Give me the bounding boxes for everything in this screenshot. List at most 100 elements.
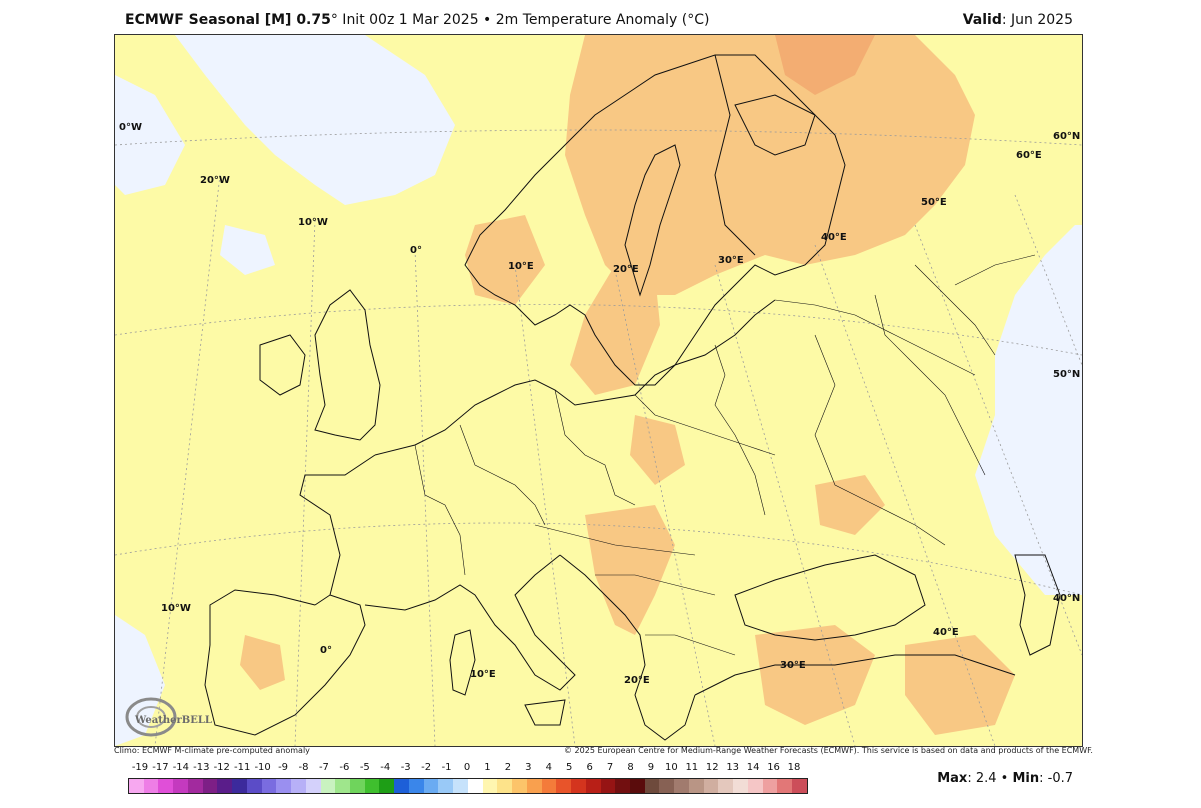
colorbar-tick-label: -8: [298, 762, 309, 773]
colorbar-labels: -19 -17 -14 -13 -12 -11 -10 -9 -8 -7 -6 -5 -4 -3 -2 -1 0…: [128, 762, 808, 776]
country-borders: [414, 254, 1036, 656]
colorbar-tick-label: 16: [767, 762, 780, 773]
colorbar-cell: [615, 779, 630, 793]
colorbar-cell: [291, 779, 306, 793]
colorbar-cell: [187, 779, 203, 793]
colorbar-tick-label: 6: [586, 762, 593, 773]
map-svg: 0°W 20°W 10°W 0° 10°E 20°E 30°E 40°E 50°…: [115, 35, 1082, 746]
colorbar-cell: [453, 779, 468, 793]
colorbar-tick-label: 7: [606, 762, 614, 773]
colorbar-cell: [571, 779, 586, 793]
colorbar-cell: [733, 779, 748, 793]
colorbar-cell: [792, 779, 807, 793]
colorbar-tick-label: 18: [787, 762, 801, 773]
colorbar-cell: [467, 779, 483, 793]
colorbar-tick-label: 11: [685, 762, 699, 773]
colorbar-tick-label: -12: [213, 762, 230, 773]
label-10e-bot: 10°E: [470, 669, 496, 680]
colorbar-cell: [556, 779, 572, 793]
colorbar-tick-label: -5: [359, 762, 370, 773]
label-10w-bot: 10°W: [161, 603, 191, 614]
colorbar-cell: [232, 779, 247, 793]
colorbar-tick-label: -2: [421, 762, 432, 773]
colorbar-cell: [747, 779, 763, 793]
label-50n: 50°N: [1053, 369, 1080, 380]
colorbar-tick-label: -9: [278, 762, 289, 773]
label-0-bot: 0°: [320, 645, 332, 656]
colorbar-cell: [659, 779, 675, 793]
max-min-readout: Max: 2.4 • Min: -0.7: [937, 771, 1073, 786]
colorbar-tick-label: 2: [504, 762, 512, 773]
colorbar-cell: [158, 779, 174, 793]
colorbar-cell: [541, 779, 557, 793]
coastlines: [204, 54, 1061, 741]
min-value: : -0.7: [1039, 771, 1073, 786]
label-40e-top: 40°E: [821, 232, 847, 243]
colorbar-tick-label: -11: [234, 762, 251, 773]
label-20w-top: 20°W: [200, 175, 230, 186]
colorbar-cell: [335, 779, 351, 793]
copyright-note: © 2025 European Centre for Medium-Range …: [564, 746, 1093, 755]
colorbar-cell: [143, 779, 159, 793]
label-60e: 60°E: [1016, 150, 1042, 161]
colorbar-cell: [129, 779, 144, 793]
colorbar-cell: [246, 779, 262, 793]
colorbar-tick-label: 9: [647, 762, 655, 773]
warm-anomaly-areas: [240, 35, 1015, 735]
graticule: [115, 129, 1082, 746]
label-10e-top: 10°E: [508, 261, 534, 272]
colorbar-cell: [202, 779, 218, 793]
colorbar-tick-label: 12: [705, 762, 719, 773]
colorbar-cell: [438, 779, 454, 793]
colorbar-cell: [644, 779, 660, 793]
valid-label: Valid: [962, 12, 1002, 28]
anomaly-map: 0°W 20°W 10°W 0° 10°E 20°E 30°E 40°E 50°…: [114, 34, 1083, 747]
logo-text: WeatherBELL: [134, 715, 212, 726]
colorbar-cell: [320, 779, 336, 793]
colorbar-cell: [629, 779, 645, 793]
weatherbell-logo: WeatherBELL: [125, 697, 212, 737]
label-10w-top: 10°W: [298, 217, 328, 228]
colorbar-tick-label: 5: [566, 762, 573, 773]
colorbar-tick-label: 14: [746, 762, 760, 773]
colorbar-cell: [600, 779, 616, 793]
colorbar-tick-label: 0: [463, 762, 471, 773]
colorbar-cell: [423, 779, 439, 793]
label-40e-bot: 40°E: [933, 627, 959, 638]
colorbar-cell: [379, 779, 395, 793]
grid-labels: 0°W 20°W 10°W 0° 10°E 20°E 30°E 40°E 50°…: [119, 122, 1080, 686]
colorbar-tick-label: -1: [441, 762, 452, 773]
max-label: Max: [937, 771, 968, 786]
label-30e-bot: 30°E: [780, 660, 806, 671]
colorbar-cell: [364, 779, 380, 793]
colorbar-cell: [482, 779, 498, 793]
colorbar-tick-label: 1: [484, 762, 491, 773]
label-40n: 40°N: [1053, 593, 1080, 604]
colorbar-tick-label: 8: [627, 762, 634, 773]
colorbar-cell: [261, 779, 277, 793]
colorbar-cell: [276, 779, 292, 793]
label-20e-top: 20°E: [613, 264, 639, 275]
colorbar-tick-label: 13: [726, 762, 740, 773]
max-value: : 2.4 •: [967, 771, 1013, 786]
colorbar-scale: [128, 778, 808, 794]
cool-anomaly-areas: [115, 35, 1082, 746]
colorbar-tick-label: 3: [525, 762, 532, 773]
label-60n: 60°N: [1053, 131, 1080, 142]
colorbar-cell: [305, 779, 321, 793]
colorbar: -19 -17 -14 -13 -12 -11 -10 -9 -8 -7 -6 -5 -4 -3 -2 -1 0…: [128, 762, 808, 796]
valid-date: Valid: Jun 2025: [963, 12, 1073, 28]
colorbar-cell: [777, 779, 793, 793]
colorbar-tick-label: 4: [545, 762, 552, 773]
label-0w: 0°W: [119, 122, 142, 133]
colorbar-cell: [674, 779, 689, 793]
colorbar-cell: [688, 779, 704, 793]
colorbar-tick-label: -6: [339, 762, 350, 773]
label-30e-top: 30°E: [718, 255, 744, 266]
colorbar-cell: [512, 779, 527, 793]
title-model: ECMWF Seasonal [M] 0.75: [125, 12, 331, 28]
title-details: ° Init 00z 1 Mar 2025 • 2m Temperature A…: [330, 12, 710, 28]
label-20e-bot: 20°E: [624, 675, 650, 686]
colorbar-tick-label: -3: [400, 762, 411, 773]
colorbar-cell: [408, 779, 424, 793]
